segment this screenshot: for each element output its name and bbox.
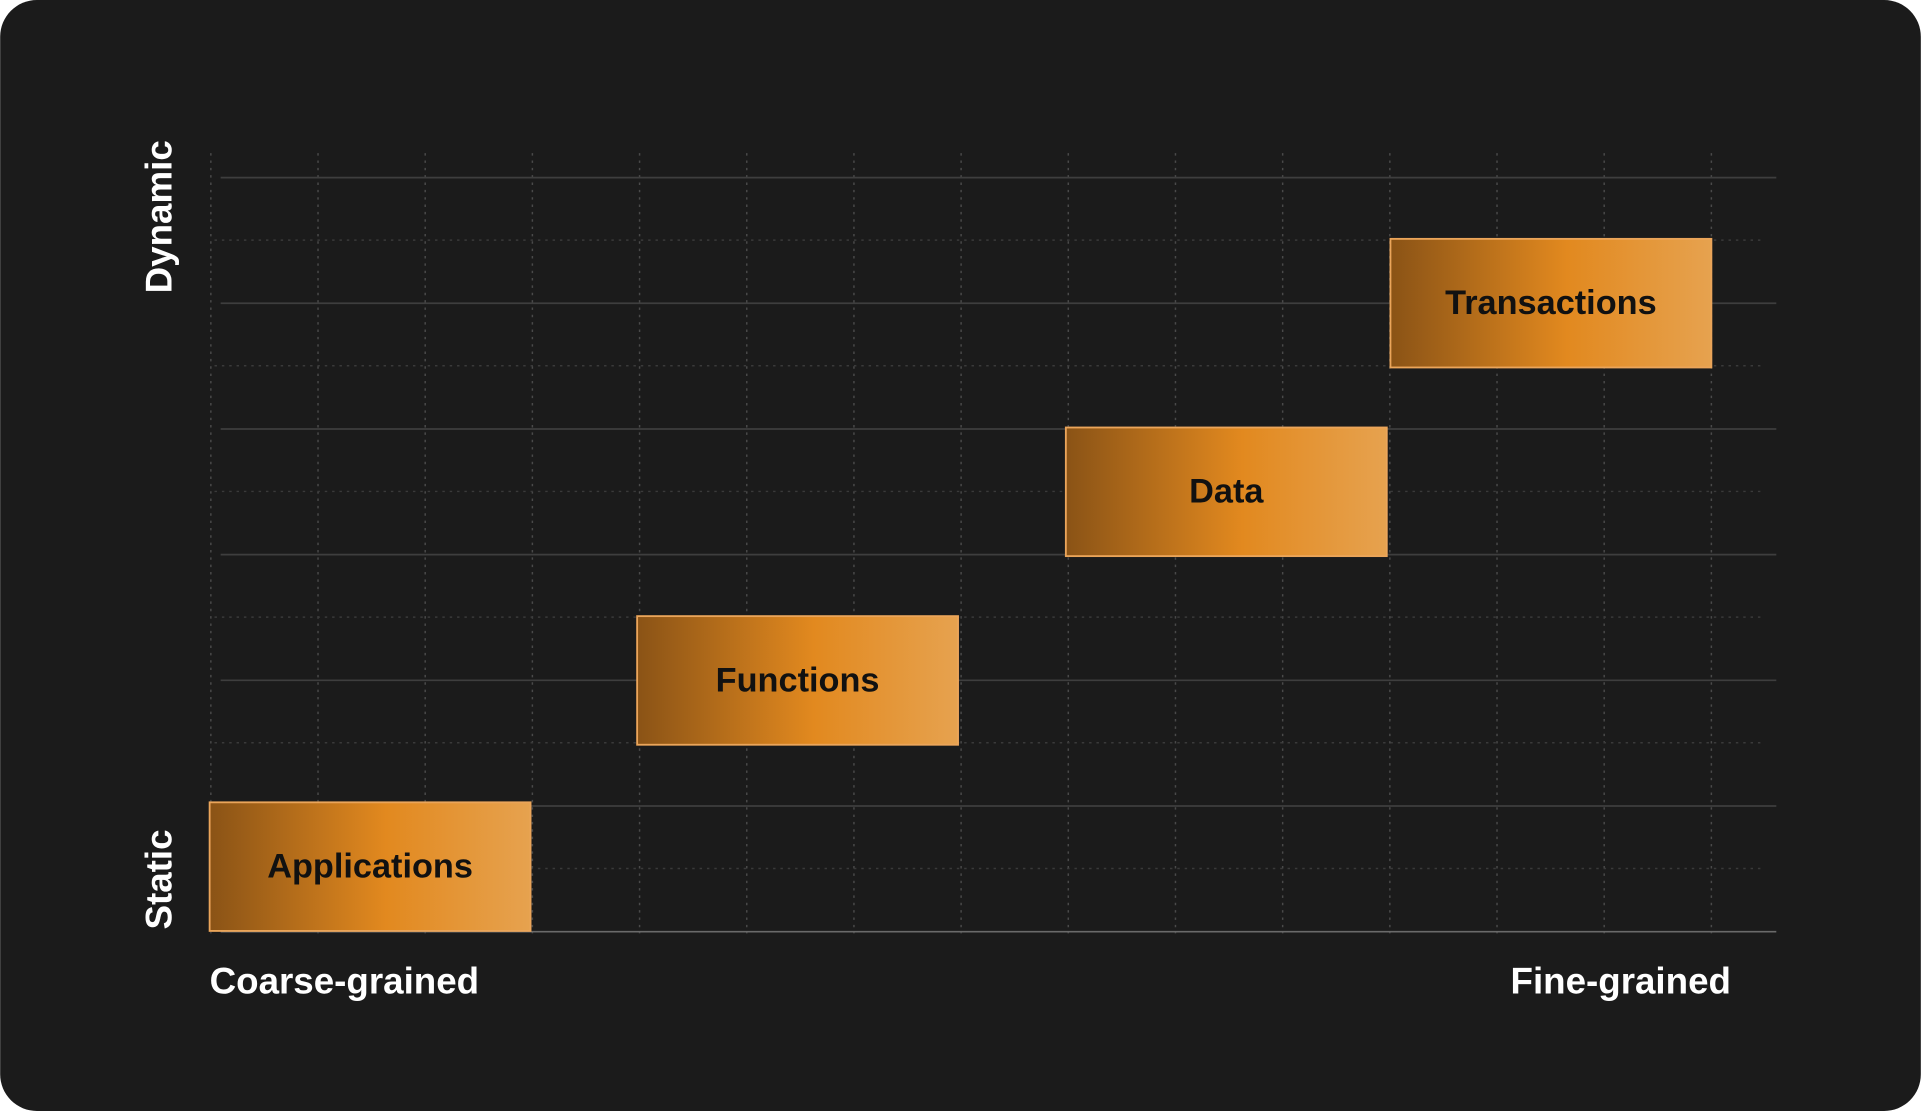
x-left-label: Coarse-grained (210, 960, 479, 1001)
node-box (636, 615, 959, 746)
node-label: Data (1189, 473, 1264, 511)
y-top-label: Dynamic (139, 140, 180, 293)
node-label: Functions (716, 661, 880, 699)
nodes: Applications Functions Data Transactions (208, 237, 1713, 932)
node-box (1064, 426, 1388, 558)
node-box (1389, 237, 1713, 369)
y-bottom-label: Static (139, 829, 180, 929)
node-label: Applications (267, 848, 473, 886)
grid (210, 153, 1777, 934)
node-box (208, 801, 532, 932)
node-label: Transactions (1445, 284, 1656, 322)
x-right-label: Fine-grained (1511, 960, 1731, 1001)
